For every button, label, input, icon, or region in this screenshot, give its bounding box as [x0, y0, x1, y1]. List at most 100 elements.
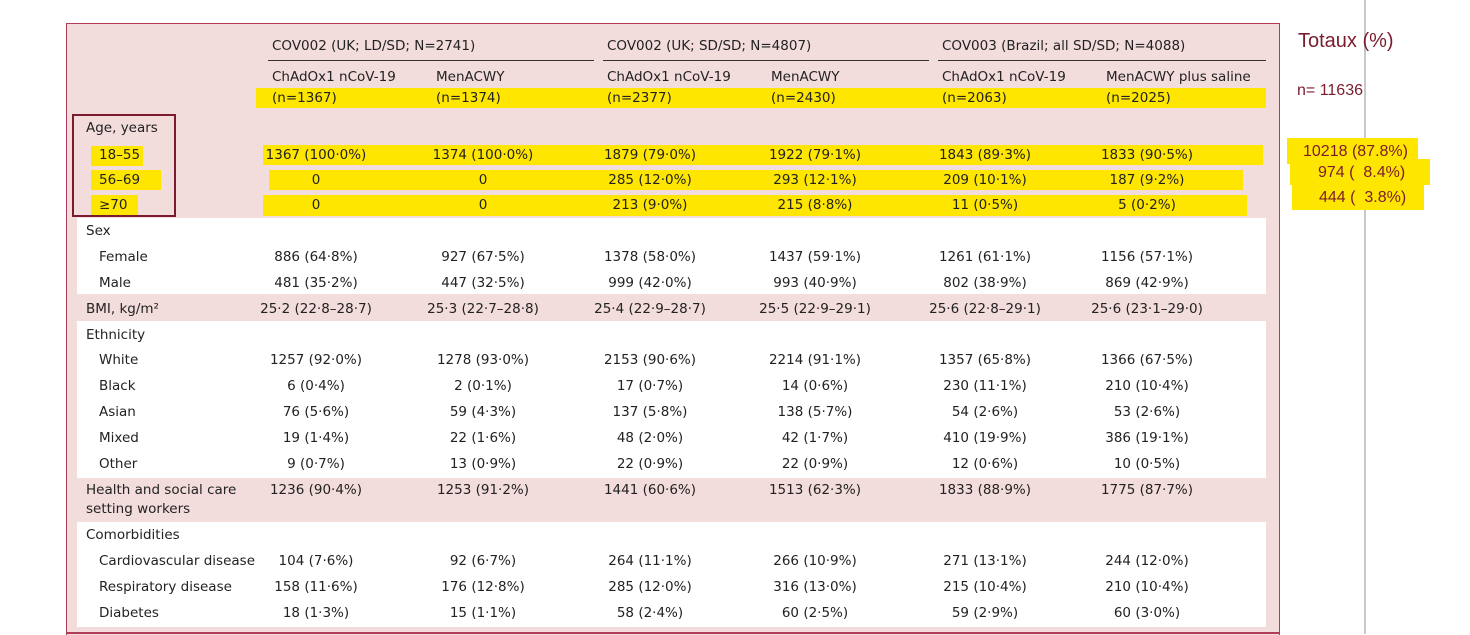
- table-cell: 1378 (58·0%): [603, 249, 697, 265]
- table-cell: 293 (12·1%): [773, 172, 857, 188]
- table-cell: 158 (11·6%): [274, 579, 358, 595]
- table-cell: 869 (42·9%): [1105, 275, 1189, 291]
- table-cell: 9 (0·7%): [287, 456, 345, 472]
- table-cell: 60 (2·5%): [781, 605, 849, 621]
- band-ethnicity: [77, 321, 1266, 478]
- table-cell: 11 (0·5%): [951, 197, 1019, 213]
- row-label: Health and social care: [86, 482, 237, 498]
- table-cell: 53 (2·6%): [1113, 404, 1181, 420]
- table-cell: 1843 (89·3%): [938, 147, 1032, 163]
- table-cell: 176 (12·8%): [441, 579, 525, 595]
- table-cell: 137 (5·8%): [612, 404, 688, 420]
- group-title: COV003 (Brazil; all SD/SD; N=4088): [942, 38, 1186, 54]
- table-cell: 60 (3·0%): [1113, 605, 1181, 621]
- band-sex: [77, 218, 1266, 294]
- table-cell: 1357 (65·8%): [938, 352, 1032, 368]
- group-rule: [268, 60, 594, 61]
- row-label: 18–55: [99, 147, 141, 163]
- n-highlight: [256, 88, 1266, 108]
- table-cell: 285 (12·0%): [608, 579, 692, 595]
- row-label: ≥70: [99, 197, 128, 213]
- page-edge: [1364, 0, 1366, 634]
- table-cell: 386 (19·1%): [1105, 430, 1189, 446]
- table-cell: 1261 (61·1%): [938, 249, 1032, 265]
- row-label: Black: [99, 378, 136, 394]
- table-cell: 271 (13·1%): [943, 553, 1027, 569]
- row-label: 56–69: [99, 172, 141, 188]
- table-cell: 1922 (79·1%): [768, 147, 862, 163]
- table-cell: 22 (1·6%): [449, 430, 517, 446]
- table-cell: 1441 (60·6%): [603, 482, 697, 498]
- totals-n: n= 11636: [1297, 82, 1363, 99]
- age-label-highlight: [91, 195, 138, 215]
- age-box: [72, 114, 176, 217]
- column-name: ChAdOx1 nCoV-19: [607, 69, 731, 85]
- total-value: 10218 (87.8%): [1303, 143, 1408, 160]
- table-cell: 54 (2·6%): [951, 404, 1019, 420]
- table-cell: 1833 (88·9%): [938, 482, 1032, 498]
- table-cell: 0: [478, 172, 488, 188]
- table-cell: 25·6 (23·1–29·0): [1091, 301, 1203, 317]
- age-row-highlight: [269, 170, 1243, 190]
- table-cell: 927 (67·5%): [441, 249, 525, 265]
- row-label: White: [99, 352, 139, 368]
- table-cell: 1278 (93·0%): [436, 352, 530, 368]
- bottom-border: [66, 632, 1280, 634]
- table-cell: 215 (8·8%): [777, 197, 853, 213]
- table-cell: 285 (12·0%): [608, 172, 692, 188]
- column-n: (n=1374): [436, 90, 501, 106]
- table-cell: 59 (2·9%): [951, 605, 1019, 621]
- table-cell: 187 (9·2%): [1109, 172, 1185, 188]
- column-name: MenACWY plus saline: [1106, 69, 1251, 85]
- column-n: (n=2430): [771, 90, 836, 106]
- table-cell: 76 (5·6%): [282, 404, 350, 420]
- table-cell: 1879 (79·0%): [603, 147, 697, 163]
- band-comorbidities: [77, 522, 1266, 627]
- table-cell: 1366 (67·5%): [1100, 352, 1194, 368]
- column-n: (n=1367): [272, 90, 337, 106]
- table-cell: 210 (10·4%): [1105, 378, 1189, 394]
- table-cell: 264 (11·1%): [608, 553, 692, 569]
- table-cell: 10 (0·5%): [1113, 456, 1181, 472]
- group-title: COV002 (UK; SD/SD; N=4807): [607, 38, 812, 54]
- table-cell: 25·6 (22·8–29·1): [929, 301, 1041, 317]
- table-cell: 215 (10·4%): [943, 579, 1027, 595]
- table-cell: 48 (2·0%): [616, 430, 684, 446]
- group-rule: [938, 60, 1266, 61]
- table-cell: 1833 (90·5%): [1100, 147, 1194, 163]
- total-value: 974 ( 8.4%): [1318, 164, 1406, 181]
- table-cell: 22 (0·9%): [616, 456, 684, 472]
- table-cell: 138 (5·7%): [777, 404, 853, 420]
- table-cell: 25·5 (22·9–29·1): [759, 301, 871, 317]
- row-label: Cardiovascular disease: [99, 553, 256, 569]
- row-label: Respiratory disease: [99, 579, 232, 595]
- table-cell: 410 (19·9%): [943, 430, 1027, 446]
- column-name: MenACWY: [436, 69, 505, 85]
- table-cell: 0: [311, 172, 321, 188]
- table-cell: 25·3 (22·7–28·8): [427, 301, 539, 317]
- table-cell: 12 (0·6%): [951, 456, 1019, 472]
- table-cell: 999 (42·0%): [608, 275, 692, 291]
- table-cell: 14 (0·6%): [781, 378, 849, 394]
- row-label: Other: [99, 456, 138, 472]
- row-label: Asian: [99, 404, 136, 420]
- table-cell: 58 (2·4%): [616, 605, 684, 621]
- table-cell: 447 (32·5%): [441, 275, 525, 291]
- table-cell: 481 (35·2%): [274, 275, 358, 291]
- column-name: MenACWY: [771, 69, 840, 85]
- table-cell: 19 (1·4%): [282, 430, 350, 446]
- row-label: Male: [99, 275, 131, 291]
- table-cell: 993 (40·9%): [773, 275, 857, 291]
- table-cell: 1367 (100·0%): [265, 147, 367, 163]
- table-cell: 213 (9·0%): [612, 197, 688, 213]
- total-value: 444 ( 3.8%): [1319, 189, 1407, 206]
- table-cell: 6 (0·4%): [287, 378, 345, 394]
- table-cell: 1257 (92·0%): [269, 352, 363, 368]
- table-cell: 1253 (91·2%): [436, 482, 530, 498]
- total-highlight: [1292, 184, 1424, 210]
- age-row-highlight: [263, 195, 1247, 216]
- age-row-highlight: [263, 145, 1263, 165]
- table-cell: 59 (4·3%): [449, 404, 517, 420]
- table-cell: 1775 (87·7%): [1100, 482, 1194, 498]
- table-cell: 244 (12·0%): [1105, 553, 1189, 569]
